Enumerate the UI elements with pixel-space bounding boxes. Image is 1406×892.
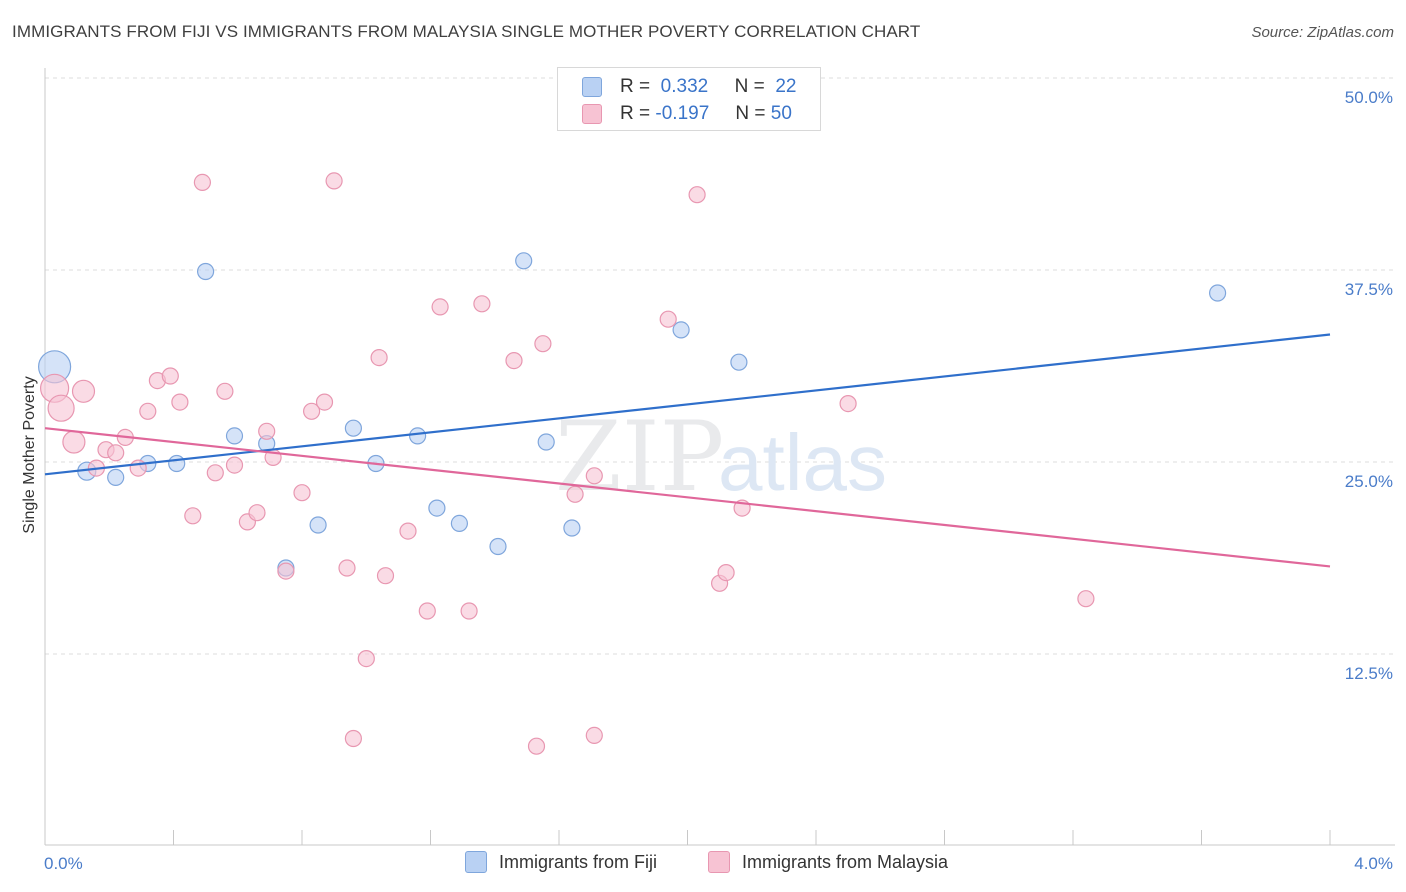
point-malaysia [418,602,436,620]
point-fiji [428,499,446,517]
legend-swatch-fiji [582,77,602,97]
legend-n-value-fiji: 22 [775,76,797,97]
data-points [37,172,1227,755]
point-malaysia [717,563,735,582]
point-malaysia [1077,590,1095,608]
legend-row-fiji: R = 0.332 N = 22 [582,74,796,100]
bottom-legend-malaysia: Immigrants from Malaysia [708,851,948,873]
point-malaysia [248,504,266,522]
point-malaysia [184,507,202,525]
point-malaysia [473,295,491,313]
legend-n-label: N = [735,103,766,124]
point-fiji [489,537,507,556]
y-axis-label: Single Mother Poverty [21,376,38,533]
point-malaysia [585,467,603,485]
point-malaysia [315,393,334,411]
bottom-legend-label-malaysia: Immigrants from Malaysia [742,851,949,872]
x-tick-label-max: 4.0% [1354,854,1393,873]
point-fiji [730,353,748,371]
point-malaysia [139,402,157,420]
x-tick-label-min: 0.0% [44,854,83,873]
point-malaysia [659,310,677,328]
point-fiji [409,427,427,445]
axis-labels: Single Mother Poverty [21,376,38,533]
point-malaysia [839,395,857,413]
point-malaysia [277,562,295,580]
y-tick-label: 12.5% [1345,664,1393,683]
y-tick-label: 25.0% [1345,472,1393,491]
point-malaysia [376,567,395,585]
legend-r-label: R = [620,76,651,97]
legend-row-malaysia: R = -0.197 N = 50 [582,101,792,127]
point-malaysia [344,729,362,748]
bottom-legend-fiji: Immigrants from Fiji [465,851,657,873]
bottom-legend-label-fiji: Immigrants from Fiji [499,851,658,872]
point-malaysia [585,726,603,745]
legend-r-value-fiji: 0.332 [660,76,709,97]
trend-line-malaysia [44,427,1331,568]
point-malaysia [206,464,224,482]
point-malaysia [370,349,388,367]
point-malaysia [505,352,523,370]
point-malaysia [460,602,478,620]
legend-r-value-malaysia: -0.197 [655,103,710,124]
watermark: ZIP atlas [555,401,887,513]
point-fiji [450,514,468,533]
point-fiji [168,454,186,473]
point-malaysia [71,379,96,403]
bottom-legend-swatch-fiji [465,851,487,873]
point-malaysia [161,367,179,385]
point-malaysia [357,649,375,668]
point-malaysia [107,444,125,462]
watermark-atlas: atlas [718,418,887,507]
point-malaysia [688,186,706,204]
point-malaysia [225,456,244,474]
point-malaysia [566,485,584,503]
point-malaysia [303,402,321,420]
trend-lines [44,333,1331,568]
legend-swatch-malaysia [582,104,602,124]
bottom-legend-swatch-malaysia [708,851,730,873]
point-fiji [107,468,125,486]
legend-n-label: N = [734,76,765,97]
point-malaysia [431,298,449,316]
point-fiji [225,427,244,445]
point-malaysia [171,393,189,411]
point-malaysia [527,737,546,755]
point-fiji [1208,284,1227,302]
legend-r-label: R = [620,103,651,124]
point-fiji [197,262,215,281]
point-fiji [537,433,555,451]
point-malaysia [293,484,311,502]
point-fiji [515,252,533,270]
point-fiji [344,419,362,437]
point-malaysia [216,382,234,400]
point-malaysia [47,394,75,422]
point-malaysia [338,559,356,577]
y-tick-label: 37.5% [1345,280,1393,299]
point-fiji [563,519,581,537]
point-malaysia [399,522,417,540]
point-fiji [672,321,690,339]
y-tick-label: 50.0% [1345,88,1393,107]
axes: 12.5% 25.0% 37.5% 50.0% 0.0% 4.0% [44,68,1395,873]
point-malaysia [258,422,276,440]
point-malaysia [62,430,86,454]
legend-n-value-malaysia: 50 [770,103,792,124]
source-credit: Source: ZipAtlas.com [1251,24,1394,41]
point-malaysia [193,173,211,191]
chart-title: IMMIGRANTS FROM FIJI VS IMMIGRANTS FROM … [12,22,921,41]
correlation-legend: R = 0.332 N = 22 R = -0.197 N = 50 [557,67,821,131]
point-malaysia [534,335,552,353]
point-fiji [309,516,327,534]
point-malaysia [325,172,343,190]
